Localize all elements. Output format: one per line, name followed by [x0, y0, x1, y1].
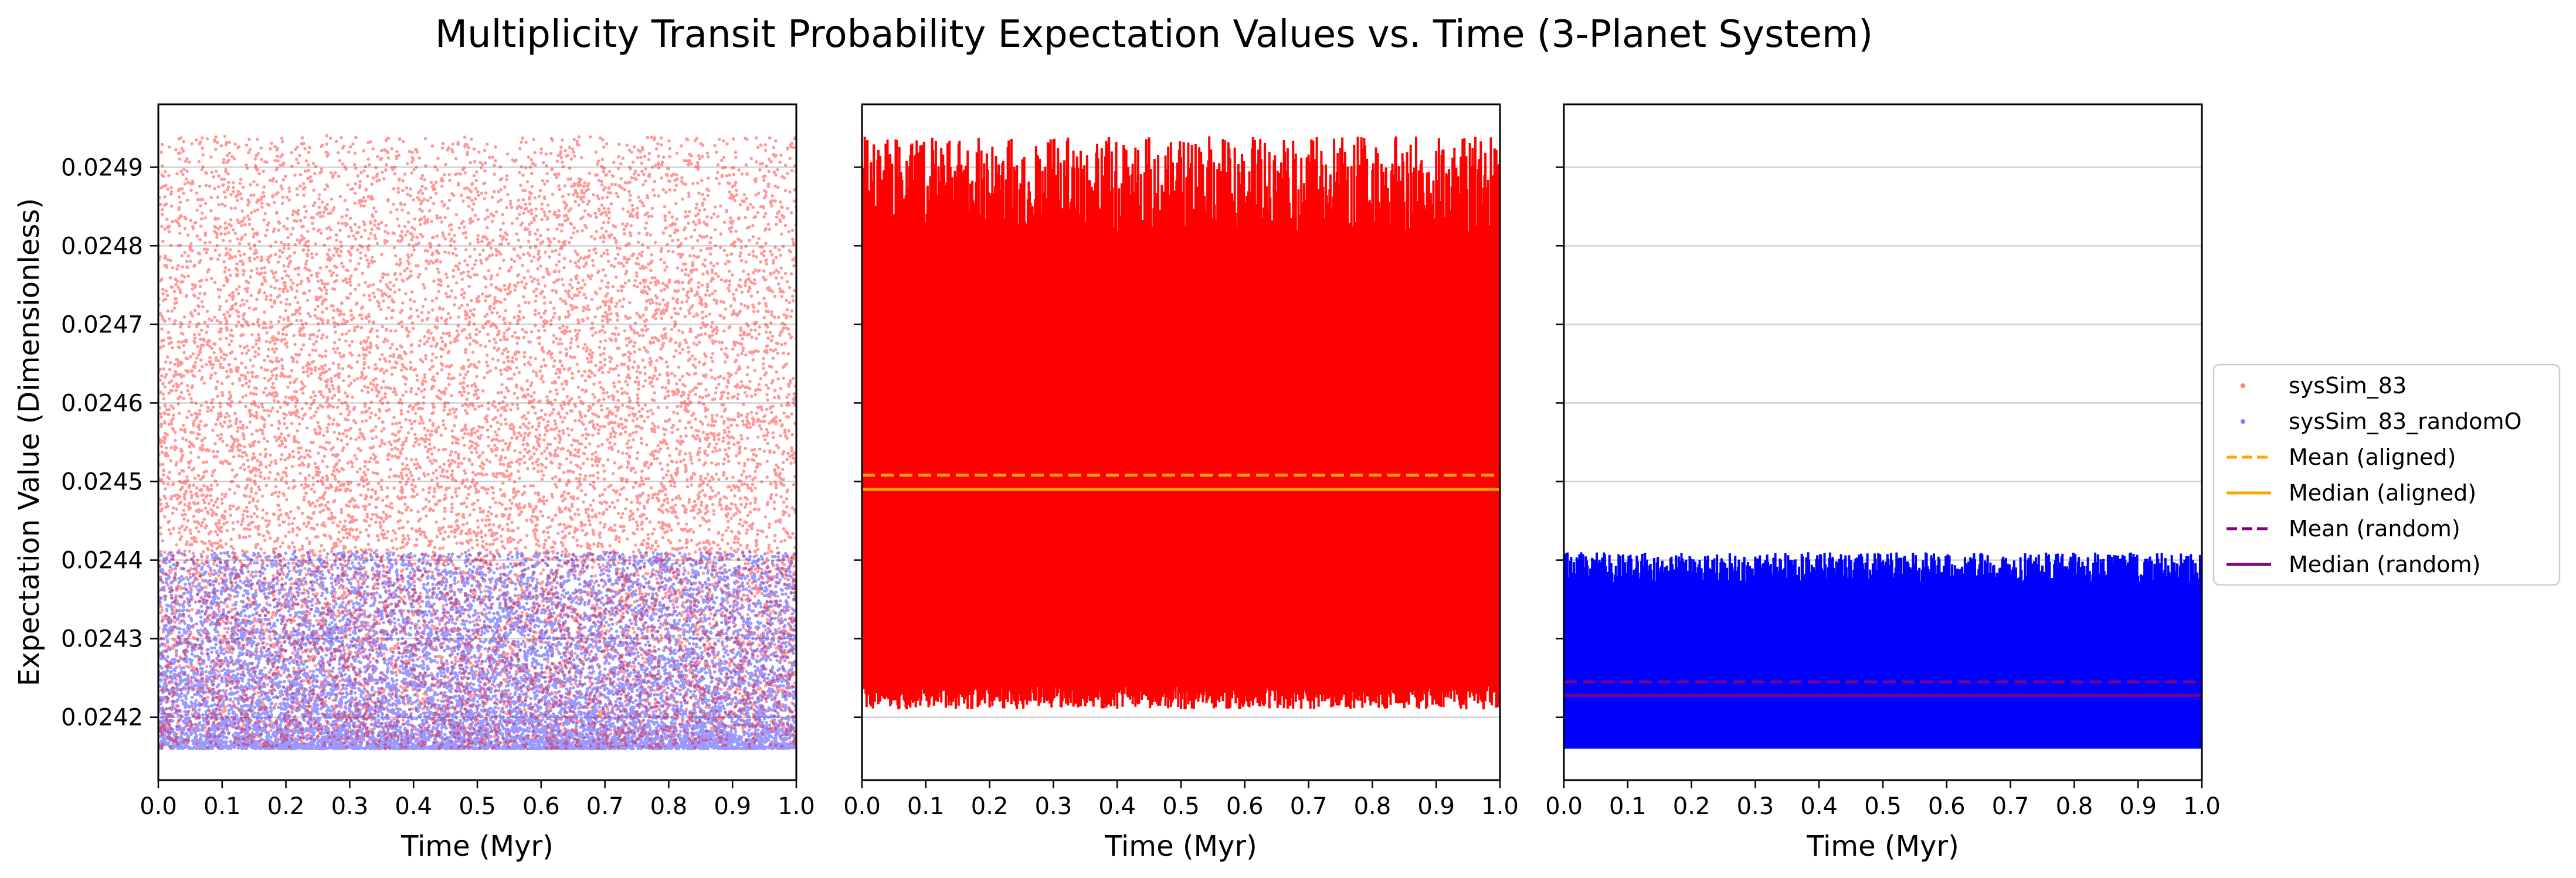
y-tick-label: 0.0249 [61, 154, 143, 181]
x-tick-label: 0.5 [459, 793, 496, 820]
legend-label: Median (random) [2289, 552, 2480, 577]
x-tick-label: 1.0 [778, 793, 815, 820]
x-tick-label: 0.6 [1226, 793, 1264, 820]
y-tick-label: 0.0246 [61, 390, 143, 417]
x-tick-label: 0.0 [843, 793, 881, 820]
panel-right: 0.0 0.1 0.2 0.3 0.4 0.5 0.6 0.7 0.8 0.9 1.0 Time (M… [1545, 104, 2221, 863]
legend-marker [2241, 383, 2245, 388]
x-axis-label: Time (Myr) [1104, 830, 1257, 863]
y-tick-label: 0.0244 [61, 547, 143, 574]
y-tick-label: 0.0242 [61, 705, 143, 731]
x-tick-label: 0.4 [1800, 793, 1838, 820]
plot-area [1564, 552, 2202, 748]
x-tick-label: 0.8 [1354, 793, 1391, 820]
plot-area [862, 137, 1500, 710]
x-tick-label: 0.0 [1545, 793, 1583, 820]
legend: sysSim_83 sysSim_83_randomO Mean (aligned)… [2214, 365, 2560, 585]
legend-label: sysSim_83_randomO [2289, 409, 2521, 434]
plot-area [157, 134, 798, 750]
panels: 0.0242 0.0243 0.0244 0.0245 0.0246 0.0247 0.02… [13, 104, 2221, 863]
x-tick-label: 0.4 [1098, 793, 1136, 820]
x-tick-label: 0.0 [140, 793, 177, 820]
x-tick-label: 0.1 [1609, 793, 1647, 820]
x-tick-label: 0.1 [203, 793, 241, 820]
figure-title: Multiplicity Transit Probability Expecta… [435, 13, 1873, 56]
y-tick-label: 0.0248 [61, 233, 143, 260]
scatter-points-sysSim_83 [157, 134, 798, 750]
x-tick-label: 0.3 [1737, 793, 1774, 820]
panel-left: 0.0242 0.0243 0.0244 0.0245 0.0246 0.0247 0.02… [13, 104, 815, 863]
legend-label: Mean (aligned) [2289, 444, 2456, 470]
x-tick-label: 0.3 [331, 793, 369, 820]
y-axis-label: Expectation Value (Dimensionless) [13, 198, 46, 686]
x-axis-label: Time (Myr) [1806, 830, 1959, 863]
legend-label: sysSim_83 [2289, 373, 2407, 399]
x-tick-label: 0.1 [907, 793, 945, 820]
x-tick-label: 0.8 [2056, 793, 2093, 820]
x-tick-label: 0.7 [1992, 793, 2029, 820]
x-tick-label: 0.2 [971, 793, 1009, 820]
panel-middle: 0.0 0.1 0.2 0.3 0.4 0.5 0.6 0.7 0.8 0.9 1.0 Time (M… [843, 104, 1519, 863]
x-tick-label: 0.5 [1162, 793, 1200, 820]
x-tick-label: 0.4 [395, 793, 432, 820]
line-series-body [1564, 584, 2202, 749]
line-series-body [862, 238, 1500, 686]
x-tick-label: 0.3 [1035, 793, 1073, 820]
y-tick-label: 0.0245 [61, 469, 143, 496]
x-tick-label: 0.9 [2119, 793, 2157, 820]
x-tick-label: 0.9 [714, 793, 751, 820]
legend-label: Mean (random) [2289, 516, 2460, 542]
x-tick-label: 0.2 [267, 793, 305, 820]
x-tick-label: 0.6 [1928, 793, 1966, 820]
y-tick-label: 0.0243 [61, 626, 143, 653]
x-tick-label: 0.5 [1864, 793, 1902, 820]
x-tick-label: 1.0 [2183, 793, 2221, 820]
x-tick-label: 1.0 [1481, 793, 1519, 820]
x-tick-label: 0.6 [522, 793, 560, 820]
x-axis-label: Time (Myr) [401, 830, 554, 863]
x-tick-label: 0.8 [650, 793, 688, 820]
x-tick-label: 0.9 [1417, 793, 1455, 820]
x-tick-label: 0.7 [586, 793, 624, 820]
y-tick-label: 0.0247 [61, 311, 143, 338]
x-tick-label: 0.2 [1673, 793, 1710, 820]
legend-marker [2241, 419, 2245, 424]
legend-label: Median (aligned) [2289, 480, 2476, 506]
x-tick-label: 0.7 [1290, 793, 1328, 820]
